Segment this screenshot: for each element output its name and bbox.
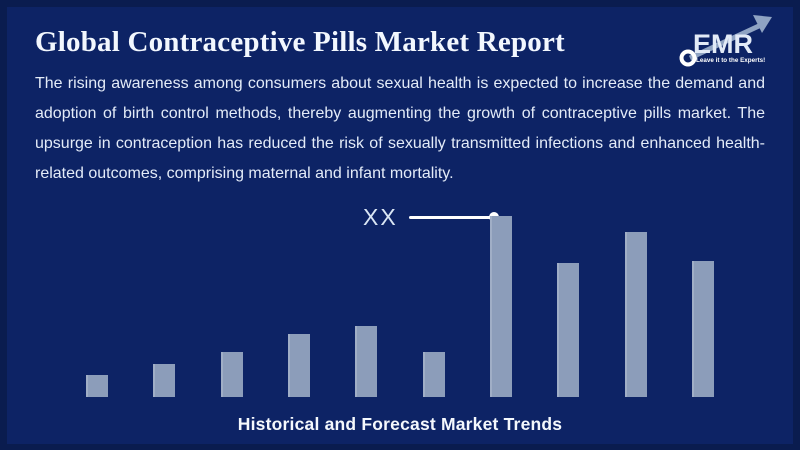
bar-chart: [86, 215, 714, 397]
bar: [624, 232, 647, 397]
growth-arrow-icon: [688, 15, 772, 61]
intro-line: upsurge in contraception has reduced the…: [35, 135, 765, 152]
intro-line: related outcomes, comprising maternal an…: [35, 165, 454, 182]
bar: [691, 261, 714, 397]
emr-logo: EMR Leave it to the Experts!: [679, 15, 772, 67]
bar: [422, 352, 445, 397]
xx-label: XX: [363, 204, 398, 230]
bar: [86, 375, 108, 397]
intro-line: The rising awareness among consumers abo…: [35, 75, 765, 92]
intro-paragraph: The rising awareness among consumers abo…: [35, 69, 765, 189]
leader-line: [409, 216, 493, 219]
bar: [287, 334, 310, 397]
bar: [153, 364, 176, 397]
bar: [557, 263, 580, 397]
report-banner: Global Contraceptive Pills Market Report…: [7, 7, 793, 444]
ring-icon: [679, 49, 697, 67]
bar: [355, 326, 378, 397]
logo-wordmark: EMR: [693, 29, 753, 59]
logo-tagline: Leave it to the Experts!: [696, 57, 765, 64]
bar: [489, 216, 512, 397]
intro-line: adoption of birth control methods, there…: [35, 105, 765, 122]
page-title: Global Contraceptive Pills Market Report: [35, 26, 565, 58]
bar: [220, 352, 243, 397]
chart-caption: Historical and Forecast Market Trends: [237, 414, 563, 434]
